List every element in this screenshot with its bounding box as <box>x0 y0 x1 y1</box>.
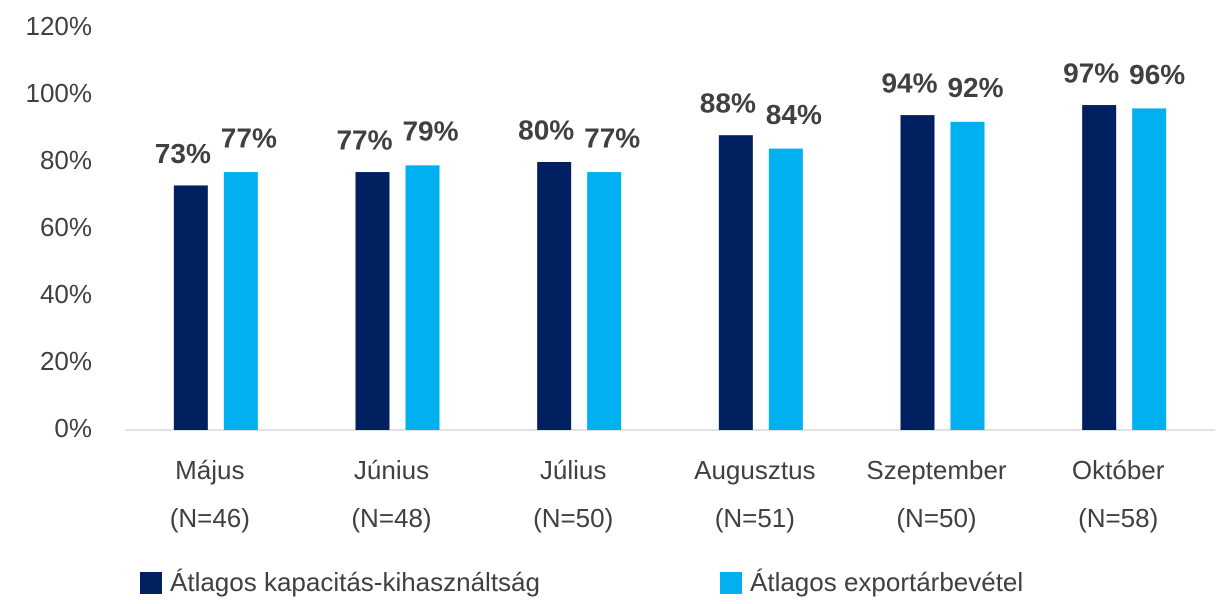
data-label: 80% <box>518 114 574 145</box>
x-tick-label: (N=50) <box>896 503 976 533</box>
y-tick-label: 100% <box>26 78 93 108</box>
x-tick-label: (N=50) <box>533 503 613 533</box>
y-tick-label: 120% <box>26 11 93 41</box>
x-tick-label: Október <box>1072 455 1165 485</box>
bar <box>718 135 753 430</box>
bar <box>900 115 935 430</box>
bar <box>537 162 572 430</box>
data-label: 97% <box>1063 57 1119 88</box>
bar <box>223 172 258 431</box>
x-tick-label: Augusztus <box>694 455 815 485</box>
bar <box>1132 108 1167 431</box>
data-label: 94% <box>881 67 937 98</box>
legend-label: Átlagos kapacitás-kihasználtság <box>170 567 540 597</box>
bar <box>173 185 208 430</box>
x-tick-label: (N=58) <box>1078 503 1158 533</box>
x-tick-label: Július <box>540 455 606 485</box>
legend-label: Átlagos exportárbevétel <box>750 567 1023 597</box>
x-tick-label: (N=46) <box>170 503 250 533</box>
x-tick-label: Szeptember <box>866 455 1007 485</box>
bar <box>405 165 440 430</box>
data-label: 79% <box>402 116 458 147</box>
y-tick-label: 20% <box>40 346 92 376</box>
x-tick-label: (N=51) <box>715 503 795 533</box>
bar <box>950 121 985 431</box>
y-tick-label: 80% <box>40 145 92 175</box>
data-label: 84% <box>766 99 822 130</box>
data-label: 92% <box>947 72 1003 103</box>
data-label: 77% <box>221 122 277 153</box>
data-label: 88% <box>700 88 756 119</box>
data-label: 96% <box>1129 59 1185 90</box>
y-tick-label: 60% <box>40 212 92 242</box>
bar <box>1082 105 1117 431</box>
data-label: 77% <box>336 124 392 155</box>
legend-swatch <box>140 572 162 594</box>
bar <box>355 172 390 431</box>
x-tick-label: Május <box>175 455 244 485</box>
y-tick-label: 0% <box>54 413 92 443</box>
bar <box>587 172 622 431</box>
y-tick-label: 40% <box>40 279 92 309</box>
x-tick-label: Június <box>354 455 429 485</box>
data-label: 73% <box>155 138 211 169</box>
legend-swatch <box>720 572 742 594</box>
x-tick-label: (N=48) <box>351 503 431 533</box>
data-label: 77% <box>584 122 640 153</box>
bar <box>768 148 803 430</box>
